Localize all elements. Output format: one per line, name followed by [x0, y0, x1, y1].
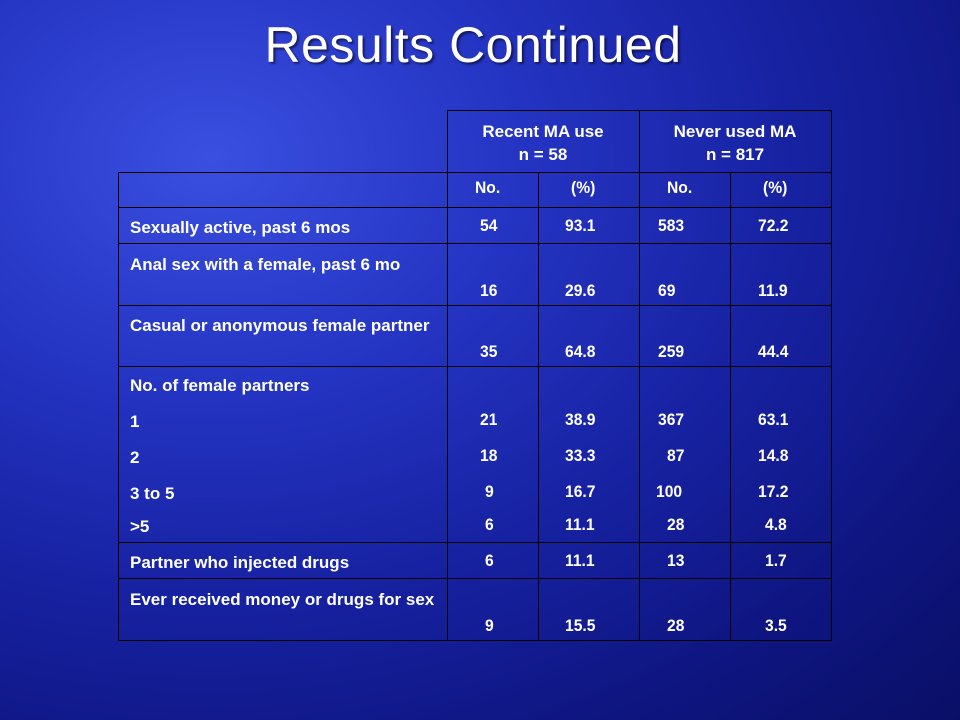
- cell-value: 583: [658, 216, 685, 235]
- cell-value: 16: [480, 281, 498, 300]
- row-label-money-drugs: Ever received money or drugs for sex: [130, 590, 435, 609]
- row-label-partners-3to5: 3 to 5: [130, 484, 175, 503]
- row-label-partners-1: 1: [130, 412, 140, 431]
- row-label-partners-2: 2: [130, 448, 140, 467]
- grid-line: [118, 578, 832, 579]
- cell-value: 63.1: [758, 410, 789, 429]
- cell-value: 6: [485, 515, 494, 534]
- cell-value: 38.9: [565, 410, 596, 429]
- grid-line: [730, 172, 731, 640]
- row-label-female-partners: No. of female partners: [130, 376, 310, 395]
- group-header-recent-ma: Recent MA use n = 58: [448, 120, 638, 166]
- grid-line: [118, 305, 832, 306]
- cell-value: 100: [656, 482, 683, 501]
- cell-value: 14.8: [758, 446, 789, 465]
- row-label-partners-gt5: >5: [130, 517, 150, 536]
- cell-value: 54: [480, 216, 498, 235]
- row-label-casual-partner: Casual or anonymous female partner: [130, 316, 430, 335]
- cell-value: 35: [480, 342, 498, 361]
- group-header-label: Never used MA: [673, 122, 797, 141]
- subheader-pct-recent: (%): [571, 178, 596, 197]
- cell-value: 64.8: [565, 342, 596, 361]
- grid-line: [447, 110, 448, 640]
- cell-value: 1.7: [765, 551, 787, 570]
- cell-value: 11.1: [565, 515, 595, 534]
- subheader-no-recent: No.: [475, 178, 501, 197]
- group-header-n: n = 817: [705, 145, 765, 164]
- grid-line: [639, 110, 640, 640]
- row-label-anal-sex: Anal sex with a female, past 6 mo: [130, 255, 401, 274]
- grid-line: [118, 366, 832, 367]
- cell-value: 16.7: [565, 482, 596, 501]
- group-header-never-ma: Never used MA n = 817: [640, 120, 830, 166]
- row-label-injected-drugs: Partner who injected drugs: [130, 553, 350, 572]
- grid-line: [118, 542, 832, 543]
- cell-value: 15.5: [565, 616, 596, 635]
- cell-value: 9: [485, 616, 494, 635]
- cell-value: 69: [658, 281, 676, 300]
- row-label-sexually-active: Sexually active, past 6 mos: [130, 218, 351, 237]
- cell-value: 259: [658, 342, 685, 361]
- cell-value: 17.2: [758, 482, 789, 501]
- group-header-n: n = 58: [518, 145, 568, 164]
- cell-value: 28: [667, 515, 685, 534]
- cell-value: 93.1: [565, 216, 596, 235]
- subheader-no-never: No.: [667, 178, 693, 197]
- slide-title: Results Continued: [264, 17, 682, 73]
- cell-value: 11.1: [565, 551, 595, 570]
- grid-line: [538, 172, 539, 640]
- cell-value: 6: [485, 551, 494, 570]
- grid-line: [831, 110, 832, 640]
- cell-value: 28: [667, 616, 685, 635]
- grid-line: [118, 243, 832, 244]
- cell-value: 11.9: [758, 281, 788, 300]
- cell-value: 33.3: [565, 446, 596, 465]
- cell-value: 9: [485, 482, 494, 501]
- cell-value: 3.5: [765, 616, 787, 635]
- cell-value: 13: [667, 551, 685, 570]
- grid-line: [118, 172, 119, 640]
- cell-value: 87: [667, 446, 685, 465]
- cell-value: 72.2: [758, 216, 789, 235]
- cell-value: 29.6: [565, 281, 596, 300]
- grid-line: [118, 172, 832, 173]
- cell-value: 18: [480, 446, 498, 465]
- cell-value: 21: [480, 410, 498, 429]
- group-header-label: Recent MA use: [482, 122, 604, 141]
- cell-value: 44.4: [758, 342, 789, 361]
- cell-value: 367: [658, 410, 685, 429]
- subheader-pct-never: (%): [763, 178, 788, 197]
- grid-line: [118, 640, 832, 641]
- cell-value: 4.8: [765, 515, 787, 534]
- grid-line: [118, 207, 832, 208]
